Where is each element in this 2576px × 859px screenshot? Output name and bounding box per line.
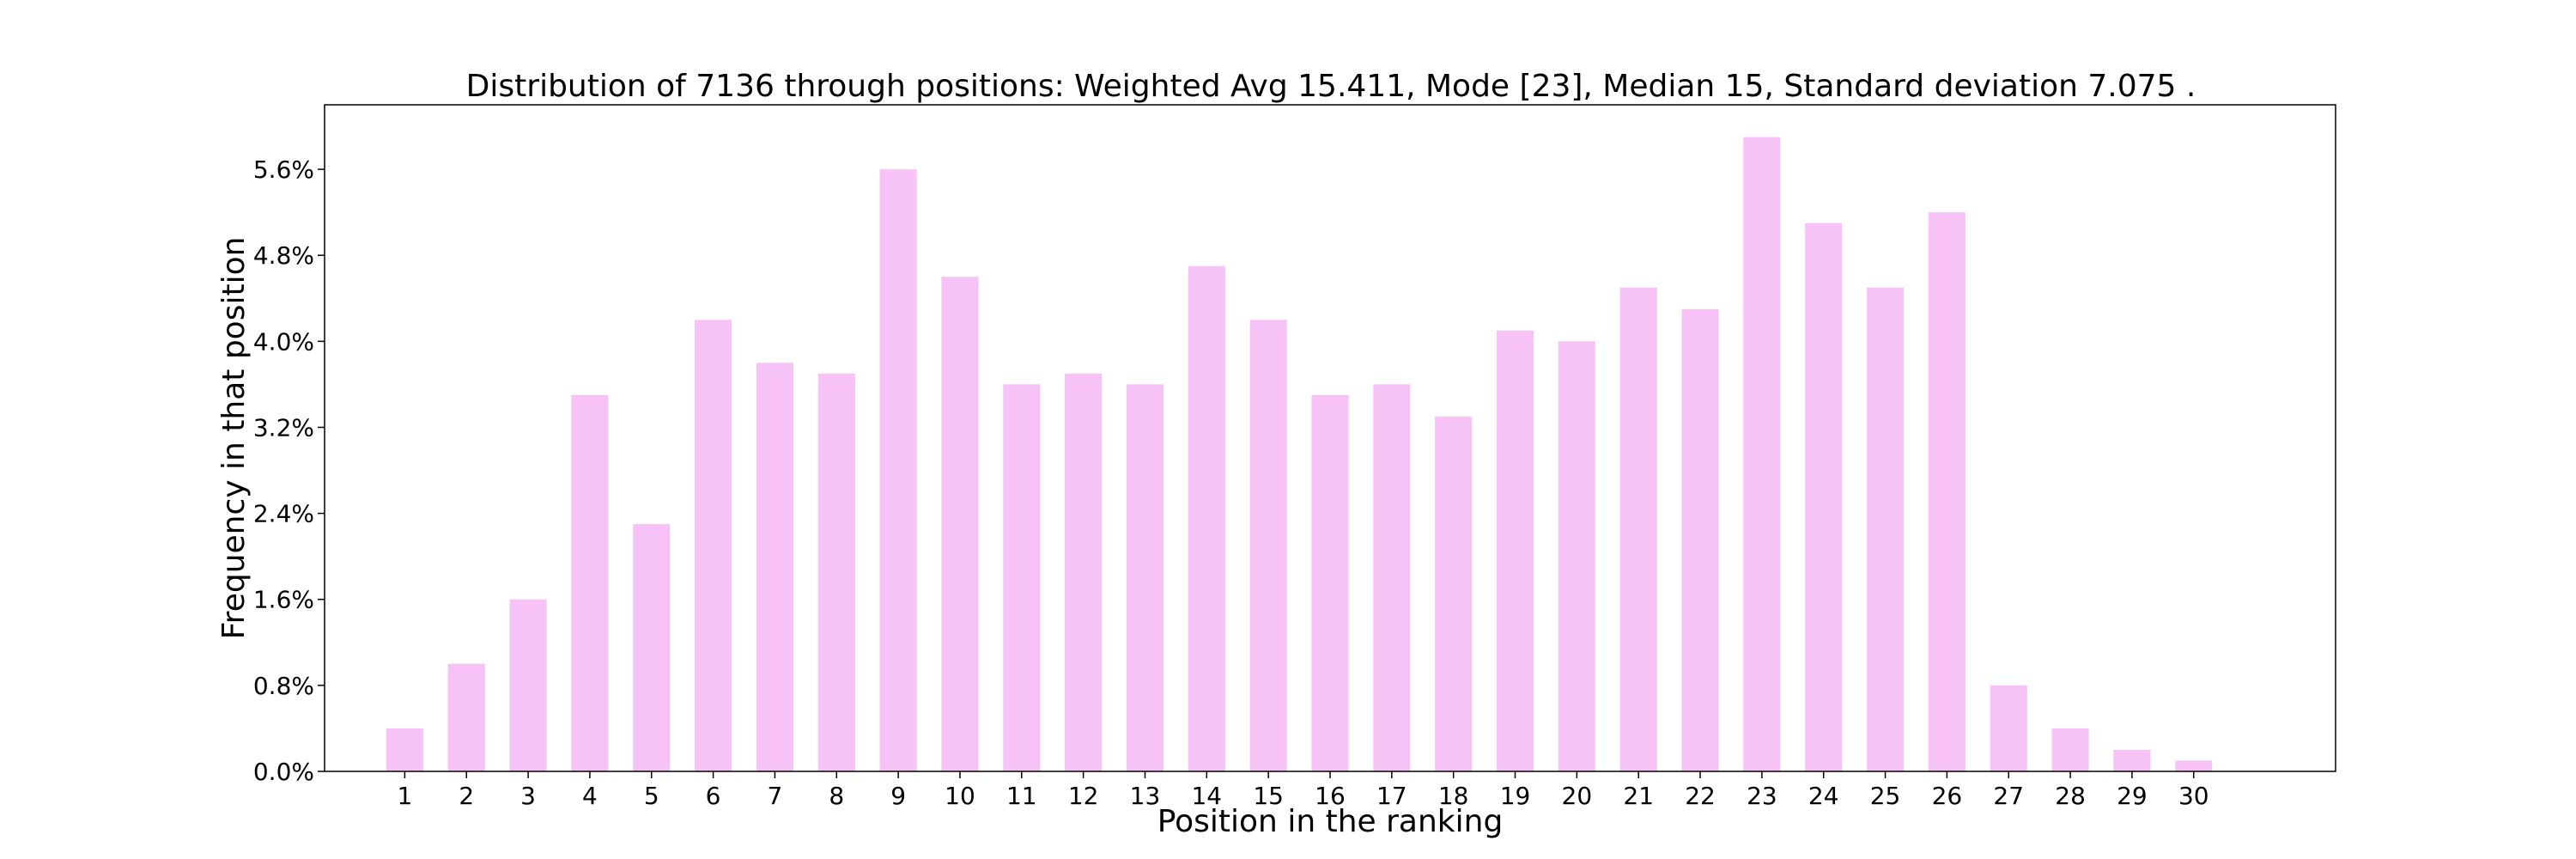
x-tick-label: 20 xyxy=(1562,782,1593,810)
bar-24 xyxy=(1805,222,1843,771)
x-tick-label: 6 xyxy=(706,782,721,810)
x-tick-label: 5 xyxy=(644,782,659,810)
y-axis-label: Frequency in that position xyxy=(216,237,252,640)
bar-26 xyxy=(1928,212,1965,772)
x-tick-label: 9 xyxy=(890,782,906,810)
x-tick-label: 10 xyxy=(945,782,975,810)
chart-title: Distribution of 7136 through positions: … xyxy=(466,69,2196,104)
x-tick-label: 13 xyxy=(1130,782,1161,810)
x-tick-label: 23 xyxy=(1747,782,1777,810)
x-tick-label: 18 xyxy=(1438,782,1469,810)
bar-17 xyxy=(1373,384,1411,771)
y-tick-label: 5.6% xyxy=(253,155,314,184)
y-tick-label: 4.0% xyxy=(253,327,314,356)
bar-18 xyxy=(1435,416,1473,771)
bar-15 xyxy=(1249,320,1287,771)
y-tick-label: 0.0% xyxy=(253,758,314,786)
bar-28 xyxy=(2051,728,2089,771)
bar-11 xyxy=(1003,384,1041,771)
x-tick-label: 27 xyxy=(1993,782,2024,810)
y-tick-label: 2.4% xyxy=(253,500,314,528)
x-tick-label: 25 xyxy=(1870,782,1901,810)
x-tick-label: 12 xyxy=(1068,782,1099,810)
bar-2 xyxy=(447,663,485,771)
x-tick-label: 28 xyxy=(2055,782,2086,810)
x-tick-label: 29 xyxy=(2117,782,2148,810)
bar-group xyxy=(386,137,2213,772)
x-tick-label: 2 xyxy=(459,782,474,810)
bar-19 xyxy=(1496,330,1534,771)
bar-29 xyxy=(2113,749,2151,771)
x-tick-label: 21 xyxy=(1623,782,1654,810)
x-tick-label: 19 xyxy=(1500,782,1531,810)
bar-1 xyxy=(386,728,423,771)
x-tick-label: 4 xyxy=(582,782,598,810)
x-tick-label: 8 xyxy=(829,782,844,810)
y-tick-label: 4.8% xyxy=(253,241,314,270)
x-tick-label: 1 xyxy=(397,782,412,810)
y-tick-label: 3.2% xyxy=(253,413,314,442)
bar-7 xyxy=(756,362,793,771)
bar-9 xyxy=(879,169,917,771)
bar-6 xyxy=(695,320,732,771)
x-tick-label: 17 xyxy=(1376,782,1407,810)
bar-10 xyxy=(941,277,979,771)
x-tick-label: 14 xyxy=(1191,782,1222,810)
x-tick-label: 7 xyxy=(768,782,783,810)
y-tick-label: 0.8% xyxy=(253,672,314,700)
x-axis: 1 2 3 4 5 6 7 8 9 10 11 12 13 14 15 16 17 18 19 20 21 22 23 24 2… xyxy=(397,771,2209,810)
x-tick-label: 16 xyxy=(1315,782,1346,810)
bar-4 xyxy=(571,394,609,771)
x-axis-label: Position in the ranking xyxy=(1157,804,1504,839)
bar-13 xyxy=(1126,384,1164,771)
x-tick-label: 24 xyxy=(1808,782,1839,810)
x-tick-label: 15 xyxy=(1253,782,1284,810)
bar-12 xyxy=(1065,373,1103,771)
bar-5 xyxy=(633,524,671,771)
y-tick-label: 1.6% xyxy=(253,586,314,614)
y-axis: 0.0% 0.8% 1.6% 2.4% 3.2% 4.0% 4.8% 5.6% xyxy=(253,155,325,786)
bar-27 xyxy=(1990,685,2027,771)
bar-23 xyxy=(1743,137,1781,771)
bar-25 xyxy=(1867,287,1905,772)
x-tick-label: 22 xyxy=(1685,782,1716,810)
bar-20 xyxy=(1558,341,1595,771)
x-tick-label: 30 xyxy=(2178,782,2209,810)
x-tick-label: 3 xyxy=(520,782,536,810)
bar-22 xyxy=(1681,308,1719,771)
x-tick-label: 26 xyxy=(1932,782,1963,810)
x-tick-label: 11 xyxy=(1006,782,1037,810)
bar-3 xyxy=(509,599,547,771)
bar-8 xyxy=(817,373,855,771)
bar-21 xyxy=(1619,287,1657,772)
bar-14 xyxy=(1188,265,1225,771)
bar-16 xyxy=(1311,394,1349,771)
bar-30 xyxy=(2175,760,2213,771)
